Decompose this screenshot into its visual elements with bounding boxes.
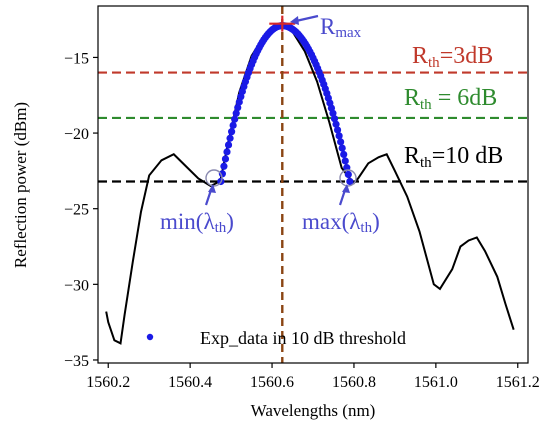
min-lambda-label-sub: th	[215, 220, 227, 236]
threshold-label-3db: Rth=3dB	[412, 43, 493, 71]
min-lambda-arrow-head	[208, 184, 216, 193]
x-tick-label: 1560.8	[332, 374, 376, 391]
exp-data-point	[229, 121, 237, 129]
max-lambda-label-pre: max(λ	[302, 209, 361, 234]
y-tick-label: −20	[64, 126, 89, 143]
threshold-label-3db-rest: =3dB	[440, 43, 494, 69]
rmax-label-main: R	[320, 14, 336, 39]
peak-marker	[269, 15, 296, 32]
max-lambda-label-sub: th	[360, 220, 372, 236]
legend-marker-exp-data	[146, 333, 154, 341]
exp-data-point	[344, 170, 352, 179]
max-lambda-circle	[339, 169, 357, 187]
max-lambda-label-post: )	[372, 209, 380, 234]
rmax-label: Rmax	[320, 14, 362, 41]
min-lambda-label-pre: min(λ	[160, 209, 215, 234]
rmax-arrow-head	[290, 16, 299, 25]
y-tick-label: −30	[64, 277, 89, 294]
exp-data-point	[341, 157, 349, 165]
y-tick-label: −25	[64, 202, 89, 219]
max-lambda-label: max(λth)	[302, 209, 380, 236]
min-lambda-arrow-line	[204, 189, 213, 206]
plot-frame	[97, 5, 529, 364]
exp-data-point	[332, 120, 340, 128]
threshold-label-6db-sub: th	[420, 97, 432, 113]
x-axis: 1560.2 1560.4 1560.6 1560.8 1561.0 1561.2	[86, 363, 540, 391]
x-axis-title: Wavelengths (nm)	[251, 401, 376, 420]
min-lambda-circle	[205, 169, 223, 187]
min-lambda-label-post: )	[226, 209, 234, 234]
x-tick-label: 1560.6	[250, 374, 294, 391]
threshold-label-6db-main: R	[404, 85, 420, 111]
exp-data-point	[340, 150, 348, 159]
max-lambda-arrow-head	[342, 184, 350, 193]
threshold-label-3db-main: R	[412, 43, 428, 69]
legend-label-exp-data: Exp_data in 10 dB threshold	[200, 328, 406, 348]
y-tick-label: −15	[64, 50, 89, 67]
exp-data-point	[346, 177, 354, 186]
rmax-label-sub: max	[335, 25, 361, 41]
threshold-label-6db: Rth = 6dB	[404, 85, 497, 113]
x-tick-label: 1560.4	[168, 374, 212, 391]
exp-data-point	[224, 141, 233, 149]
rmax-arrow-line	[295, 14, 319, 23]
threshold-label-6db-rest: = 6dB	[432, 85, 498, 111]
exp-data-point	[335, 132, 343, 140]
threshold-label-3db-sub: th	[428, 55, 440, 71]
exp-data-point	[218, 170, 226, 178]
threshold-label-10db: Rth=10 dB	[404, 143, 503, 171]
exp-data-point	[337, 138, 345, 146]
exp-data-point	[232, 109, 240, 117]
exp-data-point	[333, 126, 342, 134]
x-tick-label: 1560.2	[86, 374, 130, 391]
exp-data-points	[217, 22, 354, 186]
max-lambda-arrow-line	[338, 189, 347, 206]
exp-data-point	[338, 144, 346, 152]
threshold-label-10db-rest: =10 dB	[432, 143, 504, 169]
exp-data-point	[228, 128, 236, 136]
y-axis-title: Reflection power (dBm)	[11, 102, 30, 268]
y-axis: −15 −20 −25 −30 −35	[64, 50, 98, 370]
exp-data-point	[234, 103, 242, 112]
exp-data-point	[220, 162, 228, 170]
exp-data-point	[226, 134, 234, 142]
y-tick-label: −35	[64, 353, 89, 370]
x-tick-label: 1561.0	[414, 374, 458, 391]
spectrum-line	[105, 24, 515, 345]
min-lambda-label: min(λth)	[160, 209, 234, 236]
exp-data-point	[330, 115, 339, 123]
exp-data-point	[221, 155, 230, 163]
threshold-label-10db-main: R	[404, 143, 420, 169]
threshold-label-10db-sub: th	[420, 155, 432, 171]
exp-data-point	[223, 148, 231, 156]
x-tick-label: 1561.2	[496, 374, 540, 391]
exp-data-point	[231, 115, 239, 123]
